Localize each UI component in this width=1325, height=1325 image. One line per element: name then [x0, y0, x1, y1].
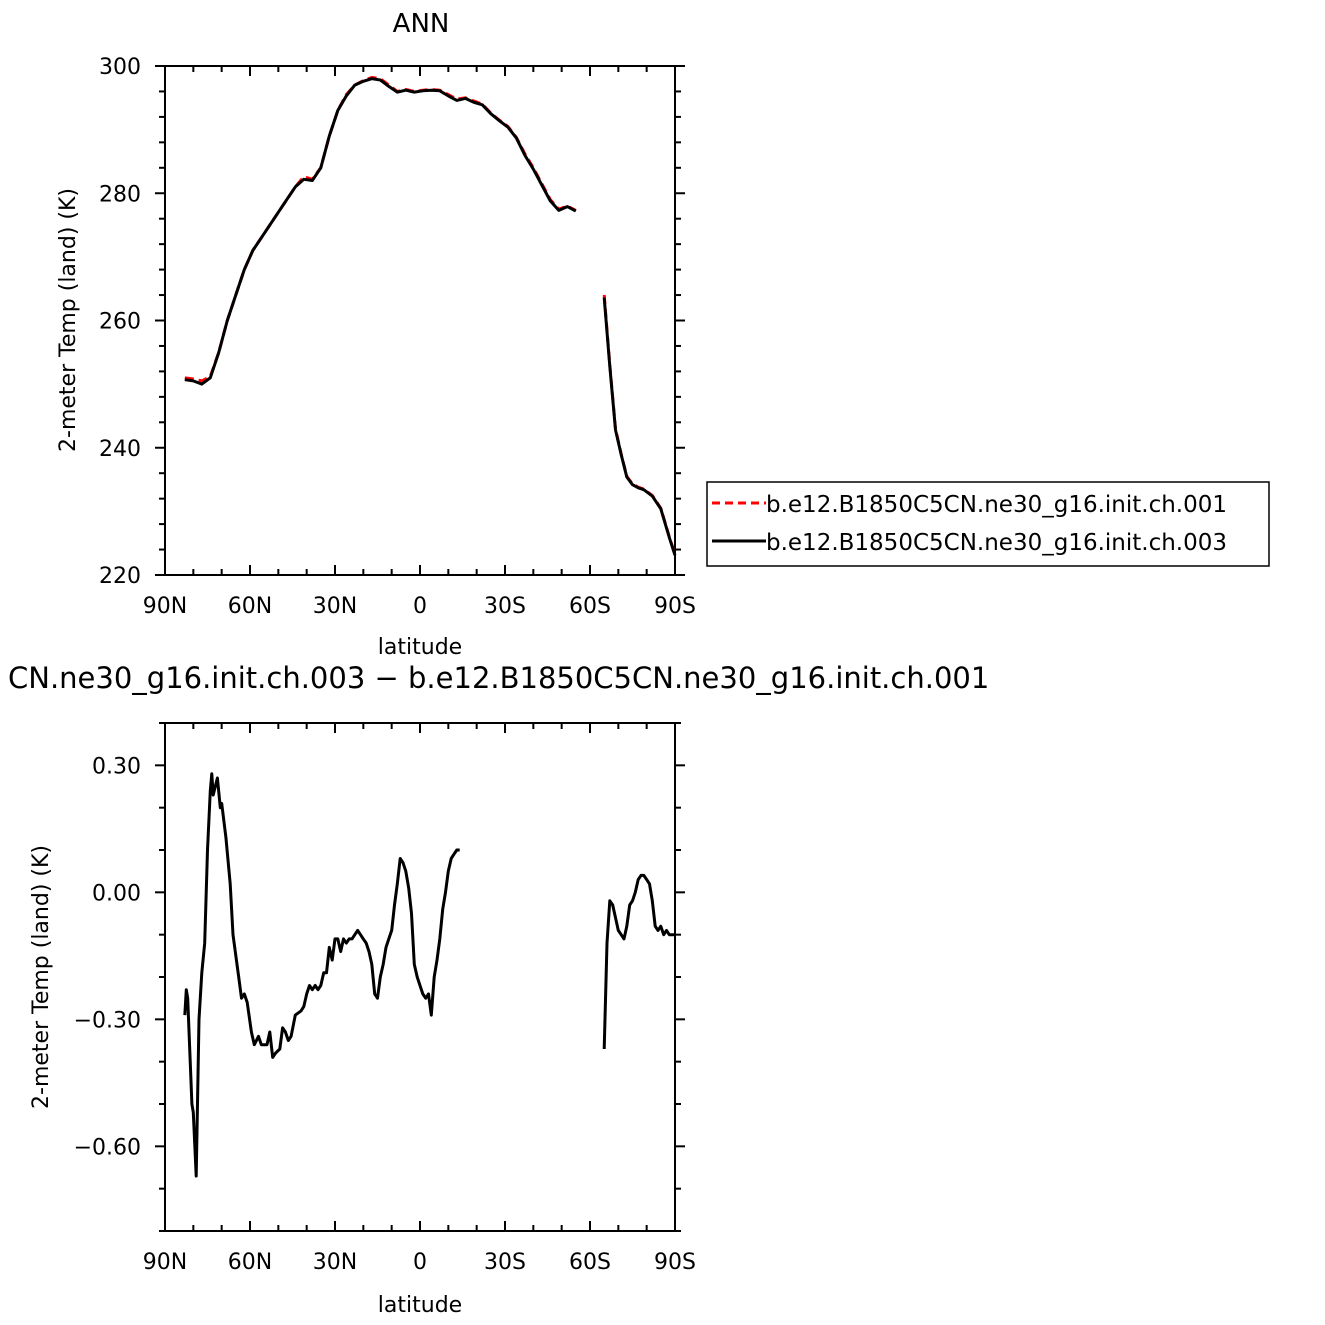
legend-label-003: b.e12.B1850C5CN.ne30_g16.init.ch.003: [766, 530, 1227, 556]
top-x-tick-label: 0: [413, 594, 427, 619]
top-x-tick-label: 90S: [654, 594, 696, 619]
top-panel: ANN 90N 60N 30N 0 30S 60S 90S 300 280 260 240 220 l…: [56, 9, 696, 660]
bottom-x-tick-label: 30S: [484, 1250, 526, 1275]
top-y-tick-label: 260: [99, 310, 141, 335]
bottom-y-tick-label: −0.30: [74, 1008, 141, 1033]
bottom-axes: 90N 60N 30N 0 30S 60S 90S 0.30 0.00 −0.30 −0.60: [74, 722, 696, 1275]
legend-box: [706, 481, 1270, 567]
top-x-tick-label: 60S: [569, 594, 611, 619]
legend-label-001: b.e12.B1850C5CN.ne30_g16.init.ch.001: [766, 492, 1227, 518]
top-y-tick-label: 240: [99, 437, 141, 462]
bottom-x-tick-label: 0: [413, 1250, 427, 1275]
top-y-tick-label: 300: [99, 55, 141, 80]
top-x-tick-label: 30N: [313, 594, 357, 619]
bottom-x-tick-label: 90S: [654, 1250, 696, 1275]
top-series: [184, 76, 677, 556]
bottom-y-tick-label: −0.60: [74, 1135, 141, 1160]
top-series-0-segment-0: [184, 76, 577, 383]
top-x-tick-label: 60N: [228, 594, 272, 619]
bottom-y-tick-label: 0.00: [92, 881, 141, 906]
bottom-panel: CN.ne30_g16.init.ch.003 − b.e12.B1850C5C…: [8, 661, 989, 1318]
top-plot-frame: [164, 65, 676, 576]
bottom-x-axis-label: latitude: [378, 1293, 462, 1318]
top-title: ANN: [393, 9, 450, 39]
top-x-tick-label: 30S: [484, 594, 526, 619]
top-y-tick-label: 220: [99, 564, 141, 589]
bottom-y-axis-label: 2-meter Temp (land) (K): [29, 845, 54, 1109]
top-y-tick-label: 280: [99, 182, 141, 207]
top-y-axis-label: 2-meter Temp (land) (K): [56, 188, 81, 452]
bottom-plot-frame: [164, 722, 676, 1232]
bottom-series-0-segment-0: [183, 772, 460, 1178]
bottom-y-tick-label: 0.30: [92, 754, 141, 779]
bottom-x-tick-label: 60N: [228, 1250, 272, 1275]
top-x-tick-label: 90N: [143, 594, 187, 619]
bottom-x-tick-label: 60S: [569, 1250, 611, 1275]
bottom-x-tick-label: 90N: [143, 1250, 187, 1275]
top-x-axis-label: latitude: [378, 635, 462, 660]
top-axes: 90N 60N 30N 0 30S 60S 90S 300 280 260 240 220: [99, 55, 696, 619]
legend: b.e12.B1850C5CN.ne30_g16.init.ch.001 b.e…: [706, 481, 1270, 567]
bottom-series: [183, 772, 675, 1178]
top-series-1-segment-0: [184, 77, 577, 386]
bottom-title: CN.ne30_g16.init.ch.003 − b.e12.B1850C5C…: [8, 661, 989, 695]
bottom-series-0-segment-1: [602, 873, 675, 1050]
bottom-x-tick-label: 30N: [313, 1250, 357, 1275]
top-series-1-segment-1: [602, 297, 677, 556]
